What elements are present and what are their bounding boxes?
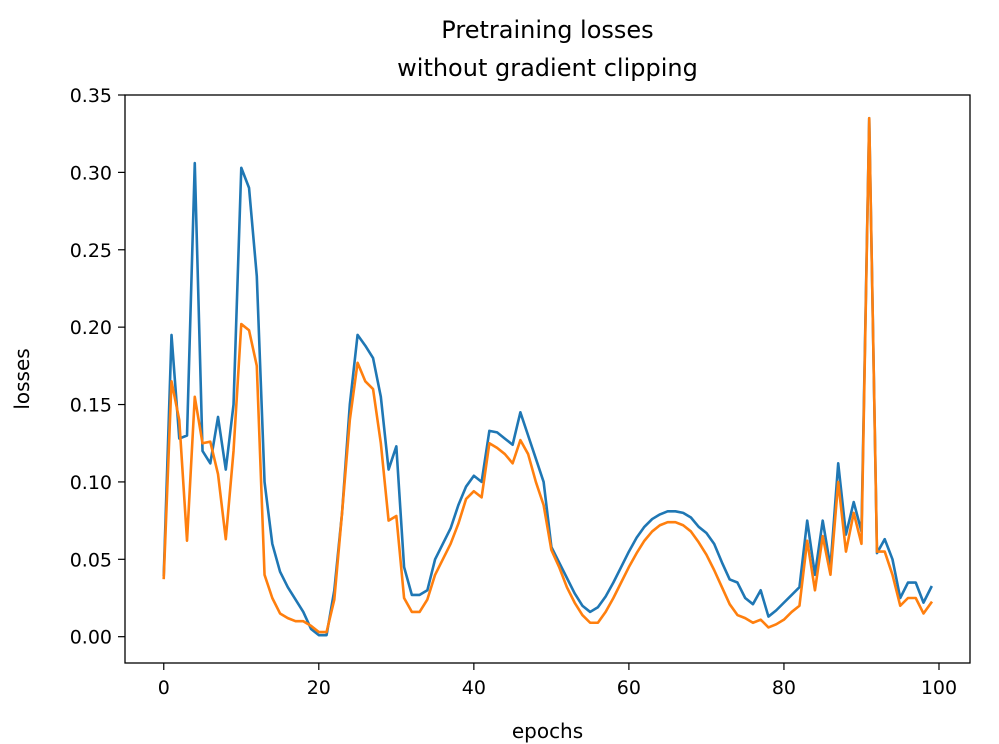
x-tick-label: 0 xyxy=(158,677,170,699)
y-tick-label: 0.30 xyxy=(70,162,112,184)
y-tick-label: 0.00 xyxy=(70,627,112,649)
series-line-1 xyxy=(162,116,933,637)
y-tick-label: 0.10 xyxy=(70,472,112,494)
y-tick-label: 0.35 xyxy=(70,85,112,107)
x-axis-label: epochs xyxy=(512,719,583,743)
series-layer xyxy=(162,116,934,637)
y-tick-label: 0.05 xyxy=(70,549,112,571)
y-tick-label: 0.25 xyxy=(70,240,112,262)
plot-area xyxy=(125,95,970,663)
y-axis-label: losses xyxy=(10,348,34,409)
x-axis: 0 20 40 60 80 100 xyxy=(158,663,957,699)
x-tick-label: 60 xyxy=(617,677,641,699)
series-line-2 xyxy=(162,116,934,634)
chart-title-line-1: Pretraining losses xyxy=(441,16,653,44)
y-tick-label: 0.20 xyxy=(70,317,112,339)
y-axis: 0.00 0.05 0.10 0.15 0.20 0.25 0.30 0.35 xyxy=(70,85,125,649)
chart-title-line-2: without gradient clipping xyxy=(397,54,698,82)
x-tick-label: 100 xyxy=(921,677,957,699)
x-tick-label: 40 xyxy=(462,677,486,699)
y-tick-label: 0.15 xyxy=(70,395,112,417)
x-tick-label: 20 xyxy=(307,677,331,699)
x-tick-label: 80 xyxy=(772,677,796,699)
axes-frame xyxy=(124,94,971,664)
